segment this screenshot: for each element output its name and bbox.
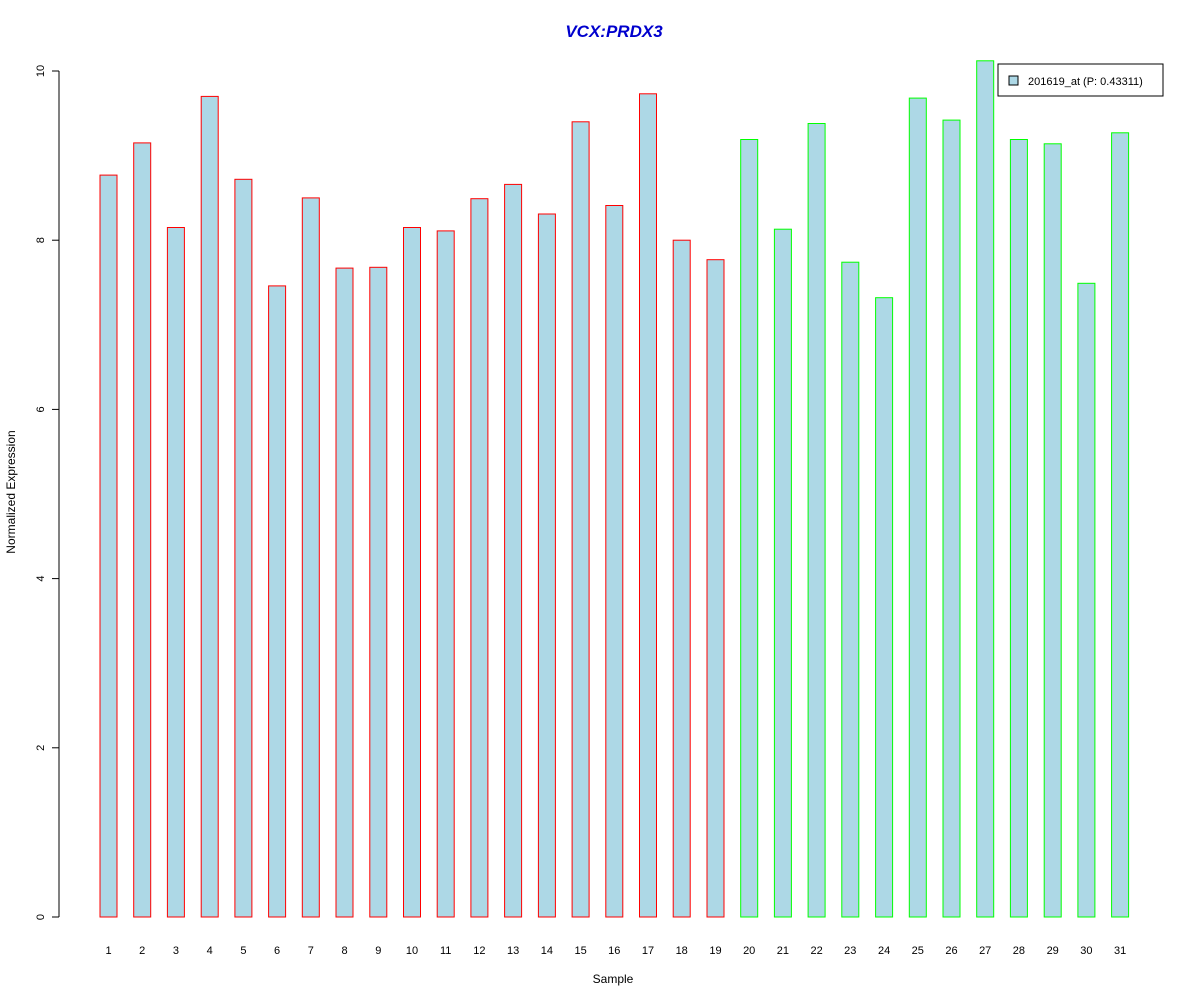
x-axis-label: Sample xyxy=(593,972,634,986)
x-tick-label: 29 xyxy=(1047,945,1059,957)
bar xyxy=(369,266,388,918)
bar xyxy=(1111,132,1130,918)
x-tick-label: 31 xyxy=(1114,945,1126,957)
chart-title: VCX:PRDX3 xyxy=(565,22,663,41)
x-tick-label: 9 xyxy=(375,945,381,957)
bar xyxy=(942,119,961,918)
bar xyxy=(571,121,590,918)
bar xyxy=(976,60,995,918)
x-tick-label: 28 xyxy=(1013,945,1025,957)
bar xyxy=(672,239,691,918)
y-tick-label: 6 xyxy=(35,406,47,412)
bar xyxy=(133,142,152,918)
x-tick-label: 25 xyxy=(912,945,924,957)
x-tick-label: 14 xyxy=(541,945,553,957)
bar xyxy=(1043,143,1062,918)
x-tick-label: 30 xyxy=(1080,945,1092,957)
y-tick-label: 10 xyxy=(35,65,47,77)
bar xyxy=(1077,282,1096,918)
bar xyxy=(605,205,624,918)
bar xyxy=(1009,139,1028,918)
x-tick-label: 23 xyxy=(844,945,856,957)
x-tick-label: 8 xyxy=(341,945,347,957)
x-tick-label: 22 xyxy=(810,945,822,957)
bar xyxy=(234,178,253,918)
y-axis: 0 2 4 6 8 10 xyxy=(35,65,60,920)
legend-swatch xyxy=(1008,75,1019,86)
x-tick-labels: 1 2 3 4 5 6 7 8 9 10 11 12 13 14 15 16 17 18 19 20 21 22 23 24 2… xyxy=(105,945,1126,957)
x-tick-label: 6 xyxy=(274,945,280,957)
x-tick-label: 21 xyxy=(777,945,789,957)
bars xyxy=(99,60,1130,918)
y-axis-label: Normalized Expression xyxy=(4,430,18,553)
x-tick-label: 24 xyxy=(878,945,890,957)
x-tick-label: 11 xyxy=(440,945,451,957)
x-tick-label: 18 xyxy=(676,945,688,957)
bar xyxy=(166,227,185,918)
y-tick-label: 2 xyxy=(35,745,47,751)
bar xyxy=(908,97,927,918)
bar xyxy=(268,285,287,918)
x-tick-label: 1 xyxy=(105,945,111,957)
x-tick-label: 12 xyxy=(473,945,485,957)
bar xyxy=(639,93,657,918)
bar xyxy=(335,267,354,918)
bar xyxy=(537,213,556,918)
x-tick-label: 19 xyxy=(709,945,721,957)
bar xyxy=(470,198,489,918)
bar xyxy=(706,259,725,918)
y-tick-label: 8 xyxy=(35,237,47,243)
legend-label: 201619_at (P: 0.43311) xyxy=(1028,76,1143,88)
bar xyxy=(200,95,219,918)
bar xyxy=(875,297,894,918)
x-tick-label: 2 xyxy=(139,945,145,957)
x-tick-label: 16 xyxy=(608,945,620,957)
x-tick-label: 4 xyxy=(207,945,213,957)
x-tick-label: 13 xyxy=(507,945,519,957)
bar xyxy=(773,228,792,918)
bar xyxy=(301,197,320,918)
x-tick-label: 10 xyxy=(406,945,418,957)
x-tick-label: 7 xyxy=(308,945,314,957)
legend-box xyxy=(997,63,1164,97)
y-tick-label: 4 xyxy=(35,576,47,582)
bar xyxy=(807,123,826,918)
bar xyxy=(436,230,455,918)
x-tick-label: 3 xyxy=(173,945,179,957)
bar xyxy=(403,227,421,918)
bar xyxy=(841,261,860,918)
bar xyxy=(740,139,759,918)
bar xyxy=(99,174,118,918)
y-tick-label: 0 xyxy=(35,914,47,920)
x-tick-label: 15 xyxy=(574,945,586,957)
bar xyxy=(504,183,523,918)
x-tick-label: 26 xyxy=(945,945,957,957)
x-tick-label: 5 xyxy=(240,945,246,957)
legend: 201619_at (P: 0.43311) xyxy=(997,63,1164,97)
x-tick-label: 27 xyxy=(979,945,991,957)
x-tick-label: 17 xyxy=(642,945,654,957)
x-tick-label: 20 xyxy=(743,945,755,957)
